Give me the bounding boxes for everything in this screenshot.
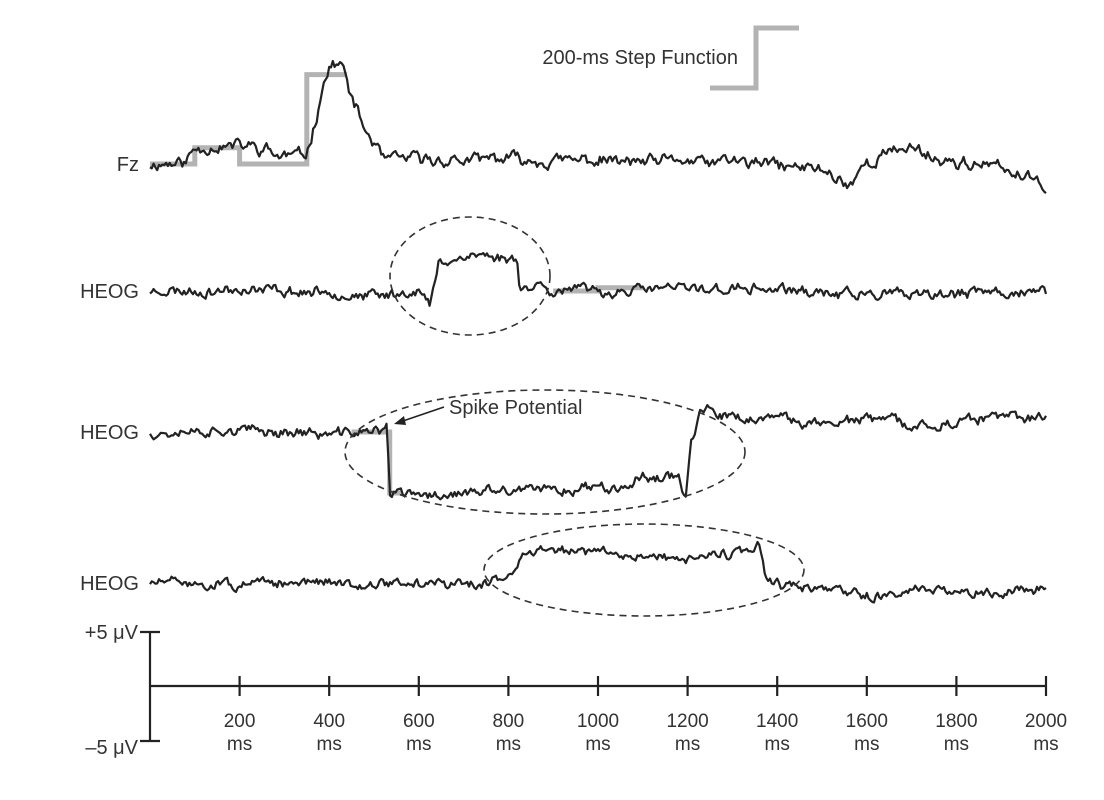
- x-tick-unit-1000: ms: [585, 734, 610, 755]
- x-tick-label-1200: 1200: [666, 711, 708, 732]
- trace-4-group: HEOG: [80, 540, 1047, 604]
- y-scale-bar: +5 μV –5 μV: [85, 622, 160, 759]
- step-function-legend: 200-ms Step Function: [542, 25, 799, 91]
- x-tick-unit-1600: ms: [854, 734, 879, 755]
- trace-2-group: HEOG: [80, 252, 1048, 307]
- x-tick-unit-1200: ms: [675, 734, 700, 755]
- eeg-traces: Fz HEOG HEOG HEOG: [80, 59, 1048, 604]
- x-tick-label-1600: 1600: [846, 711, 888, 732]
- trace-4-name: HEOG: [80, 573, 139, 595]
- y-scale-top-label: +5 μV: [85, 622, 139, 644]
- trace-2-line: [149, 252, 1048, 307]
- x-tick-unit-1800: ms: [944, 734, 969, 755]
- x-tick-unit-600: ms: [406, 734, 431, 755]
- x-tick-unit-2000: ms: [1033, 734, 1058, 755]
- spike-potential-arrowhead: [394, 416, 406, 425]
- x-tick-unit-200: ms: [227, 734, 252, 755]
- x-tick-label-200: 200: [224, 711, 256, 732]
- x-tick-unit-1400: ms: [765, 734, 790, 755]
- artifact-ellipse-heog-1: [389, 216, 551, 336]
- x-tick-unit-400: ms: [317, 734, 342, 755]
- trace-1-step-function: [150, 72, 348, 167]
- x-tick-label-1000: 1000: [577, 711, 619, 732]
- trace-1-name: Fz: [117, 154, 139, 176]
- trace-2-name: HEOG: [80, 281, 139, 303]
- artifact-ellipse-heog-2: [344, 389, 746, 515]
- step-function-legend-label: 200-ms Step Function: [542, 47, 738, 69]
- x-tick-label-400: 400: [313, 711, 345, 732]
- trace-3-group: HEOG: [80, 404, 1047, 501]
- x-tick-label-1400: 1400: [756, 711, 798, 732]
- artifact-ellipse-heog-3: [483, 523, 805, 617]
- x-tick-label-800: 800: [493, 711, 525, 732]
- artifact-ellipses: [344, 216, 805, 617]
- x-tick-unit-800: ms: [496, 734, 521, 755]
- spike-potential-label: Spike Potential: [449, 397, 582, 419]
- y-scale-bottom-label: –5 μV: [85, 737, 138, 759]
- trace-3-line: [149, 404, 1047, 501]
- x-tick-label-600: 600: [403, 711, 435, 732]
- trace-1-group: Fz: [117, 59, 1047, 194]
- trace-4-line: [149, 540, 1047, 604]
- x-tick-label-2000: 2000: [1025, 711, 1067, 732]
- trace-1-line: [149, 59, 1047, 194]
- step-function-legend-icon: [710, 25, 799, 91]
- trace-3-step-function: [351, 429, 401, 496]
- spike-potential-arrow: [399, 406, 445, 423]
- x-axis: 200ms400ms600ms800ms1000ms1200ms1400ms16…: [150, 676, 1067, 755]
- spike-potential-annotation: Spike Potential: [394, 397, 582, 425]
- trace-3-name: HEOG: [80, 422, 139, 444]
- x-tick-label-1800: 1800: [935, 711, 977, 732]
